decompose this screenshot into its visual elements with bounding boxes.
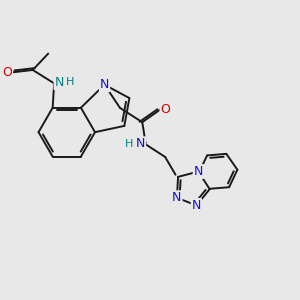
Text: N: N [100, 78, 109, 91]
Text: H: H [125, 139, 134, 149]
Text: N: N [192, 199, 201, 212]
Text: H: H [66, 77, 75, 87]
Text: O: O [2, 66, 12, 79]
Text: N: N [194, 165, 203, 178]
Text: N: N [172, 191, 182, 204]
Text: N: N [55, 76, 64, 89]
Text: O: O [160, 103, 170, 116]
Text: N: N [136, 137, 145, 150]
